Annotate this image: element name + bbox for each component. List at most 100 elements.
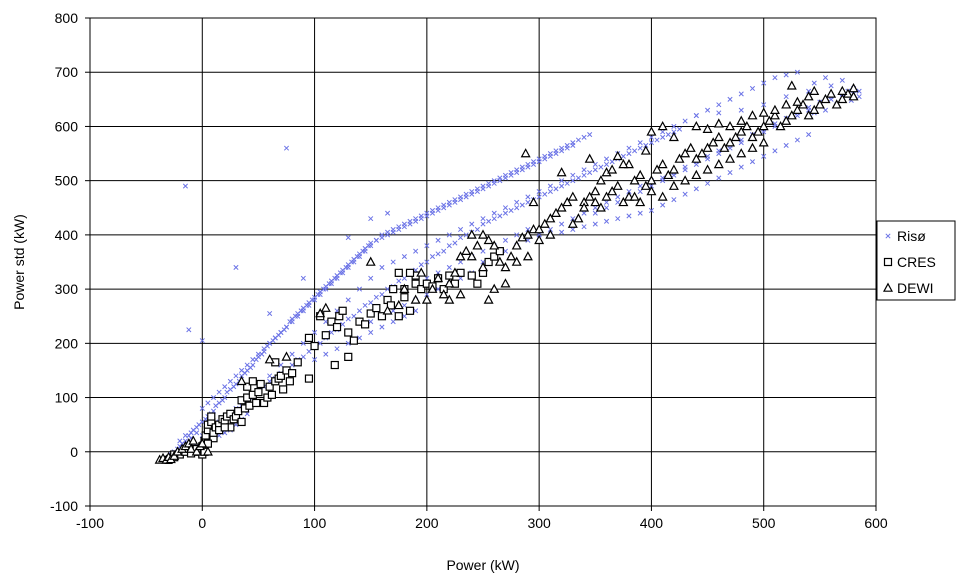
series-dewi <box>154 80 859 464</box>
data-point-dewi <box>511 240 522 250</box>
data-point-ris- <box>547 188 553 195</box>
x-tick-label: 0 <box>198 515 206 531</box>
data-point-dewi <box>186 443 197 453</box>
x-tick-label: 100 <box>303 515 327 531</box>
data-point-dewi <box>702 164 713 174</box>
data-point-dewi <box>427 283 438 293</box>
data-point-ris- <box>598 164 604 170</box>
data-point-ris- <box>693 113 699 119</box>
data-point-ris- <box>749 85 756 92</box>
data-point-ris- <box>671 123 677 129</box>
data-point-ris- <box>295 313 301 319</box>
data-point-cres <box>245 401 254 410</box>
data-point-cres <box>234 407 243 416</box>
data-point-ris- <box>660 134 666 140</box>
data-point-dewi <box>236 375 247 386</box>
data-point-dewi <box>483 294 494 304</box>
data-point-ris- <box>559 183 565 189</box>
data-point-dewi <box>809 85 820 95</box>
data-point-dewi <box>736 148 747 158</box>
data-point-ris- <box>216 389 222 395</box>
data-point-ris- <box>502 210 509 216</box>
data-point-cres <box>405 306 415 315</box>
data-point-ris- <box>368 319 374 325</box>
data-point-ris- <box>603 205 610 211</box>
data-point-dewi <box>455 289 466 299</box>
data-point-cres <box>279 385 288 394</box>
data-point-ris- <box>502 172 509 178</box>
data-point-dewi <box>741 120 752 131</box>
data-point-ris- <box>323 286 329 292</box>
data-point-ris- <box>716 102 722 108</box>
data-point-dewi <box>730 131 741 142</box>
data-point-dewi <box>590 196 601 207</box>
legend-marker-ris- <box>885 233 891 239</box>
data-point-ris- <box>749 159 756 165</box>
data-point-ris- <box>452 197 458 203</box>
data-point-cres <box>304 374 314 383</box>
y-tick-label: 200 <box>55 335 79 351</box>
data-point-ris- <box>300 275 306 281</box>
data-point-ris- <box>615 199 621 205</box>
data-point-ris- <box>300 308 306 314</box>
data-point-dewi <box>500 278 511 288</box>
data-point-ris- <box>806 104 812 111</box>
data-point-cres <box>248 377 257 386</box>
data-point-ris- <box>822 107 829 113</box>
data-point-dewi <box>803 91 814 101</box>
data-point-ris- <box>716 175 722 181</box>
data-point-ris- <box>351 259 357 265</box>
data-point-cres <box>372 303 381 313</box>
data-point-ris- <box>435 251 441 257</box>
data-point-ris- <box>317 291 323 298</box>
data-point-dewi <box>202 446 213 456</box>
data-point-cres <box>293 358 302 367</box>
data-point-ris- <box>705 180 711 186</box>
data-point-ris- <box>250 357 256 363</box>
legend-marker-dewi <box>882 282 894 292</box>
data-point-ris- <box>581 167 587 173</box>
data-point-dewi <box>663 169 674 180</box>
data-point-ris- <box>413 248 419 254</box>
data-point-ris- <box>553 148 559 154</box>
data-point-ris- <box>435 205 441 211</box>
data-point-ris- <box>530 159 537 165</box>
data-point-ris- <box>491 216 497 222</box>
data-point-ris- <box>570 178 576 184</box>
data-point-cres <box>338 306 347 315</box>
data-point-ris- <box>497 213 503 219</box>
data-point-ris- <box>379 291 385 298</box>
data-point-ris- <box>592 167 598 173</box>
data-point-ris- <box>345 316 351 322</box>
data-point-dewi <box>567 191 578 201</box>
data-point-dewi <box>188 435 199 445</box>
data-point-ris- <box>542 191 548 197</box>
data-point-dewi <box>528 196 539 207</box>
data-point-ris- <box>340 321 346 327</box>
data-point-ris- <box>609 159 615 165</box>
data-point-ris- <box>559 229 565 235</box>
data-point-cres <box>349 336 358 345</box>
data-point-ris- <box>587 169 593 176</box>
data-point-dewi <box>506 251 517 261</box>
data-point-dewi <box>769 110 780 120</box>
x-tick-label: 600 <box>864 515 888 531</box>
data-point-dewi <box>747 142 758 152</box>
data-point-ris- <box>671 197 677 203</box>
data-point-ris- <box>480 248 486 254</box>
data-point-ris- <box>401 254 407 260</box>
data-point-dewi <box>668 164 679 174</box>
data-point-ris- <box>351 313 357 319</box>
data-point-dewi <box>455 251 466 261</box>
data-point-ris- <box>626 213 632 219</box>
data-point-ris- <box>463 191 469 197</box>
data-point-ris- <box>480 221 486 227</box>
data-point-ris- <box>368 329 374 336</box>
data-point-ris- <box>267 373 273 379</box>
data-point-dewi <box>483 234 494 245</box>
data-point-dewi <box>702 142 713 152</box>
data-point-ris- <box>429 254 436 260</box>
data-point-dewi <box>618 158 629 169</box>
data-point-dewi <box>545 229 556 239</box>
data-point-dewi <box>691 169 702 180</box>
